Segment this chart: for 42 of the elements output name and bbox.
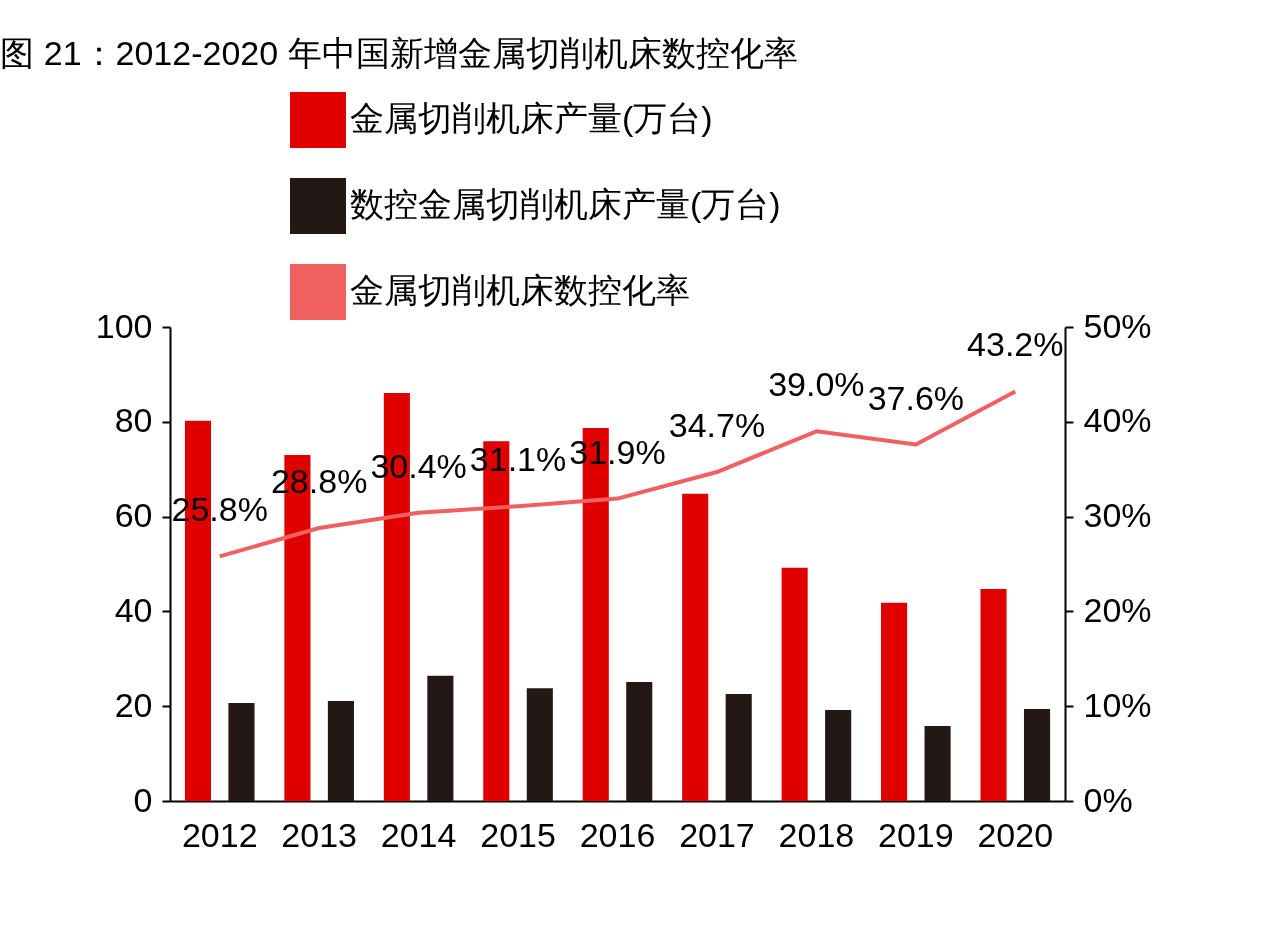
y-tick-label: 60 bbox=[114, 496, 153, 535]
y2-tick-label: 30% bbox=[1083, 496, 1152, 535]
x-tick-label: 2019 bbox=[878, 815, 954, 854]
x-tick-label: 2017 bbox=[679, 815, 755, 854]
bar bbox=[725, 693, 752, 801]
y-tick-label: 40 bbox=[114, 590, 153, 629]
y2-tick-label: 0% bbox=[1083, 780, 1133, 819]
y-tick-label: 100 bbox=[95, 306, 153, 345]
data-label: 43.2% bbox=[967, 325, 1064, 364]
y-tick-label: 20 bbox=[114, 685, 153, 724]
x-tick-label: 2013 bbox=[281, 815, 357, 854]
data-label: 34.7% bbox=[668, 406, 766, 445]
bar bbox=[626, 682, 653, 801]
bar bbox=[980, 589, 1007, 801]
bar bbox=[1023, 709, 1051, 801]
bar bbox=[682, 493, 709, 801]
x-tick-label: 2016 bbox=[579, 815, 656, 854]
bar bbox=[781, 567, 808, 801]
x-tick-label: 2018 bbox=[778, 815, 855, 854]
legend-label: 数控金属切削机床产量(万台) bbox=[350, 185, 781, 223]
data-label: 39.0% bbox=[768, 365, 865, 404]
x-tick-label: 2015 bbox=[480, 815, 556, 854]
legend-label: 金属切削机床产量(万台) bbox=[350, 99, 713, 137]
bar bbox=[825, 709, 852, 801]
bar bbox=[228, 702, 255, 801]
x-tick-label: 2020 bbox=[977, 815, 1054, 854]
chart-title: 图 21：2012-2020 年中国新增金属切削机床数控化率 bbox=[0, 34, 798, 72]
y2-tick-label: 20% bbox=[1083, 590, 1152, 629]
bar bbox=[427, 675, 454, 801]
bar bbox=[526, 688, 553, 801]
y2-tick-label: 40% bbox=[1083, 401, 1152, 440]
y2-tick-label: 10% bbox=[1083, 685, 1152, 724]
x-tick-label: 2012 bbox=[181, 815, 258, 854]
x-tick-label: 2014 bbox=[380, 815, 457, 854]
y-tick-label: 80 bbox=[114, 401, 153, 440]
data-label: 37.6% bbox=[867, 378, 965, 417]
bar bbox=[881, 602, 908, 801]
bar bbox=[327, 700, 354, 801]
y2-tick-label: 50% bbox=[1083, 306, 1152, 345]
bar bbox=[924, 726, 951, 801]
y-tick-label: 0 bbox=[133, 780, 153, 819]
legend-label: 金属切削机床数控化率 bbox=[350, 271, 690, 309]
